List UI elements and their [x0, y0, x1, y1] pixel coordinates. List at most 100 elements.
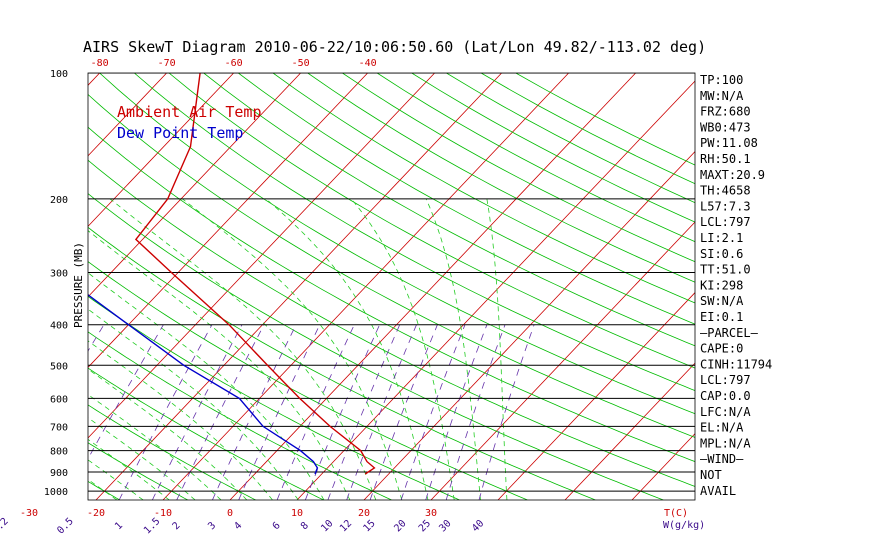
index-entry: EL:N/A — [700, 421, 744, 435]
moist-adiabat-line — [88, 417, 196, 500]
pressure-tick-label: 500 — [50, 361, 68, 372]
mixing-ratio-label: 40 — [470, 518, 486, 534]
moist-adiabat-line — [88, 393, 222, 500]
pressure-tick-label: 200 — [50, 195, 68, 206]
bottom-temp-tick-label: -30 — [20, 508, 38, 519]
pressure-tick-label: 300 — [50, 269, 68, 280]
bottom-temp-tick-label: 30 — [425, 508, 437, 519]
dry-adiabat-line — [88, 226, 596, 500]
pressure-tick-label: 900 — [50, 468, 68, 479]
mixing-ratio-line — [400, 324, 466, 500]
index-entry: MW:N/A — [700, 89, 744, 103]
index-entry: WB0:473 — [700, 120, 751, 134]
mixing-ratio-line — [151, 324, 243, 500]
top-temp-tick-label: -70 — [158, 58, 176, 69]
mixing-ratio-label: 4 — [232, 520, 244, 532]
index-entry: NOT — [700, 468, 722, 482]
dry-adiabat-line — [480, 73, 695, 185]
isotherm-line — [363, 150, 695, 500]
moist-adiabat-line — [265, 198, 429, 500]
mixing-ratio-line — [212, 324, 297, 500]
index-entry: PW:11.08 — [700, 136, 758, 150]
isotherm-line — [88, 73, 167, 157]
bottom-temp-tick-label: -20 — [87, 508, 105, 519]
moist-adiabat-line — [88, 272, 325, 500]
isotherm-line — [88, 73, 301, 298]
index-entry: CINH:11794 — [700, 357, 772, 371]
mixing-ratio-line — [478, 324, 535, 500]
bottom-temp-tick-label: 10 — [291, 508, 303, 519]
moist-adiabat-line — [109, 198, 377, 500]
mixing-ratio-unit-label: W(g/kg) — [663, 520, 705, 531]
index-entry: EI:0.1 — [700, 310, 743, 324]
mixing-ratio-label: 20 — [392, 518, 408, 534]
dry-adiabat-line — [342, 73, 695, 263]
isotherm-line — [88, 73, 435, 439]
index-entry: FRZ:680 — [700, 105, 751, 119]
dry-adiabat-line — [99, 73, 695, 415]
top-temp-tick-label: -80 — [91, 58, 109, 69]
isotherm-line — [296, 80, 695, 500]
index-entry: LCL:797 — [700, 215, 751, 229]
moist-adiabat-line — [350, 198, 455, 500]
dry-adiabat-line — [88, 126, 695, 463]
dry-adiabat-line — [411, 73, 695, 223]
mixing-ratio-label: 6 — [271, 520, 283, 532]
temp-unit-label: T(C) — [664, 508, 688, 519]
mixing-ratio-line — [276, 324, 355, 500]
index-entry: LCL:797 — [700, 373, 751, 387]
pressure-tick-label: 100 — [50, 69, 68, 80]
index-entry: CAPE:0 — [700, 342, 743, 356]
mixing-ratio-label: 1.5 — [142, 516, 163, 537]
mixing-ratio-label: 25 — [417, 518, 433, 534]
dry-adiabat-line — [134, 73, 695, 392]
dry-adiabat-line — [203, 73, 695, 347]
index-entry: L57:7.3 — [700, 199, 751, 213]
dry-adiabat-line — [88, 159, 695, 487]
dry-adiabat-line — [88, 193, 664, 500]
index-entry: KI:298 — [700, 278, 743, 292]
index-entry: –WIND– — [700, 452, 744, 466]
dry-adiabat-line — [168, 73, 695, 369]
isotherm-line — [0, 73, 33, 500]
dry-adiabat-line — [88, 480, 120, 500]
bottom-temp-tick-label: 20 — [358, 508, 370, 519]
temperature-profile-line — [134, 73, 376, 475]
dry-adiabat-line — [376, 73, 695, 243]
moist-adiabat-line — [425, 198, 481, 500]
index-entry: TP:100 — [700, 73, 743, 87]
mixing-ratio-label: 2 — [171, 520, 183, 532]
isotherm-line — [564, 362, 695, 500]
pressure-tick-label: 600 — [50, 394, 68, 405]
dry-adiabat-line — [0, 73, 52, 500]
chart-title: AIRS SkewT Diagram 2010-06-22/10:06:50.6… — [83, 38, 706, 56]
dry-adiabat-line — [446, 73, 695, 204]
mixing-ratio-label: 0.2 — [0, 516, 11, 537]
dry-adiabat-line — [88, 261, 528, 500]
dewpoint-profile-line — [88, 294, 319, 475]
index-entry: CAP:0.0 — [700, 389, 751, 403]
bottom-temp-tick-label: 0 — [227, 508, 233, 519]
top-temp-tick-label: -50 — [292, 58, 310, 69]
mixing-ratio-label: 3 — [206, 520, 218, 532]
mixing-ratio-label: 30 — [437, 518, 453, 534]
pressure-tick-label: 700 — [50, 422, 68, 433]
mixing-ratio-label: 8 — [299, 520, 311, 532]
isotherm-line — [88, 73, 234, 227]
index-entry: SI:0.6 — [700, 247, 743, 261]
index-entry: LI:2.1 — [700, 231, 743, 245]
dry-adiabat-line — [307, 73, 695, 283]
isotherm-line — [229, 73, 636, 500]
index-entry: –PARCEL– — [700, 326, 759, 340]
index-entry: AVAIL — [700, 484, 736, 498]
mixing-ratio-line — [369, 324, 438, 500]
dry-adiabat-line — [272, 73, 695, 304]
dry-adiabat-line — [88, 93, 695, 438]
dry-adiabat-line — [88, 331, 392, 500]
plot-frame — [87, 72, 696, 501]
isotherm-line — [95, 73, 502, 500]
dry-adiabat-line — [88, 367, 324, 500]
